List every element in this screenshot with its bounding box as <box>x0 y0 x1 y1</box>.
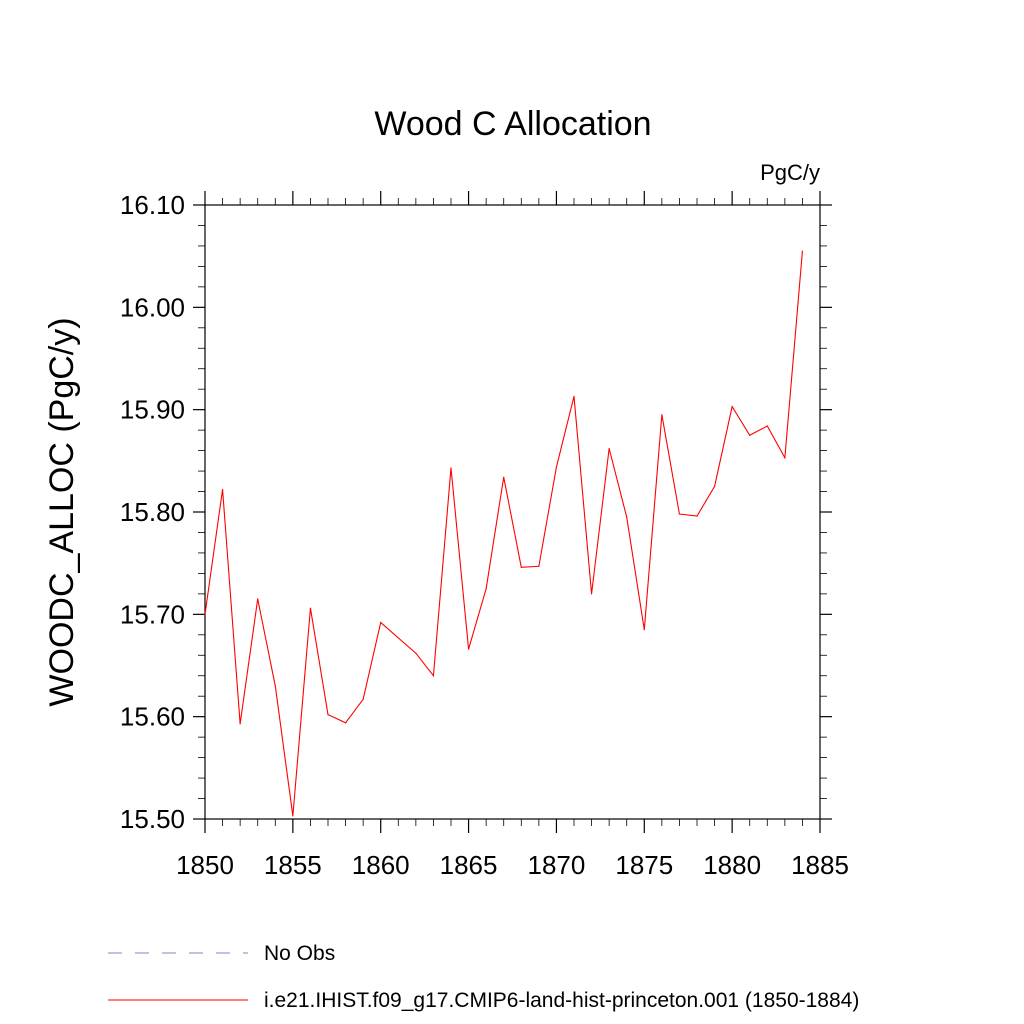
data-point <box>485 588 487 590</box>
data-point <box>292 815 294 817</box>
data-point <box>766 425 768 427</box>
data-point <box>538 565 540 567</box>
series-line-0 <box>204 251 803 817</box>
data-point <box>590 593 593 595</box>
data-point <box>344 722 347 724</box>
data-point <box>467 648 470 650</box>
data-point <box>731 405 733 408</box>
data-point <box>801 250 804 252</box>
y-tick-label: 15.80 <box>120 497 185 527</box>
data-point <box>380 621 382 624</box>
data-point <box>239 723 241 725</box>
data-point <box>626 516 628 518</box>
data-point <box>221 488 224 491</box>
data-point <box>749 434 751 436</box>
data-point <box>520 566 522 568</box>
legend-label-model: i.e21.IHIST.f09_g17.CMIP6-land-hist-prin… <box>264 989 859 1012</box>
y-tick-label: 16.10 <box>120 190 185 220</box>
data-point <box>415 652 417 654</box>
data-point <box>450 467 452 469</box>
data-point <box>204 613 206 615</box>
plot-area: 15.50 15.60 15.70 15.80 15.90 16.00 16.10 1850… <box>120 190 849 880</box>
data-point <box>432 675 435 677</box>
data-point <box>713 485 716 488</box>
series-layer <box>204 250 804 817</box>
data-point <box>696 515 698 517</box>
x-tick-label: 1865 <box>440 850 498 880</box>
legend-label-no-obs: No Obs <box>264 942 335 965</box>
data-point <box>784 457 786 459</box>
data-point <box>608 447 610 450</box>
data-point <box>327 714 329 716</box>
y-tick-label: 16.00 <box>120 292 185 322</box>
data-point <box>274 685 276 687</box>
data-point <box>643 629 645 631</box>
y-tick-label: 15.70 <box>120 599 185 629</box>
data-point <box>503 476 505 478</box>
x-tick-label: 1860 <box>352 850 410 880</box>
x-tick-label: 1850 <box>176 850 234 880</box>
data-point <box>678 513 681 515</box>
x-tick-label: 1880 <box>703 850 761 880</box>
x-ticks: 1850 1855 1860 1865 1870 1875 1880 1885 <box>176 191 849 880</box>
units-label: PgC/y <box>760 160 820 185</box>
data-point <box>661 414 663 416</box>
y-tick-label: 15.50 <box>120 804 185 834</box>
x-tick-label: 1870 <box>528 850 586 880</box>
y-axis-label: WOODC_ALLOC (PgC/y) <box>43 317 81 706</box>
x-tick-label: 1885 <box>791 850 849 880</box>
x-tick-label: 1875 <box>615 850 673 880</box>
data-point <box>555 466 558 468</box>
data-point <box>397 637 399 639</box>
x-tick-label: 1855 <box>264 850 322 880</box>
y-tick-label: 15.90 <box>120 395 185 425</box>
y-tick-label: 15.60 <box>120 702 185 732</box>
legend: No Obs i.e21.IHIST.f09_g17.CMIP6-land-hi… <box>108 942 859 1012</box>
data-point <box>309 607 312 609</box>
y-ticks: 15.50 15.60 15.70 15.80 15.90 16.00 16.10 <box>120 190 832 834</box>
data-point <box>362 698 364 700</box>
chart-title: Wood C Allocation <box>374 105 651 143</box>
data-point <box>257 598 259 600</box>
data-point <box>573 395 575 397</box>
plot-frame <box>204 204 821 820</box>
